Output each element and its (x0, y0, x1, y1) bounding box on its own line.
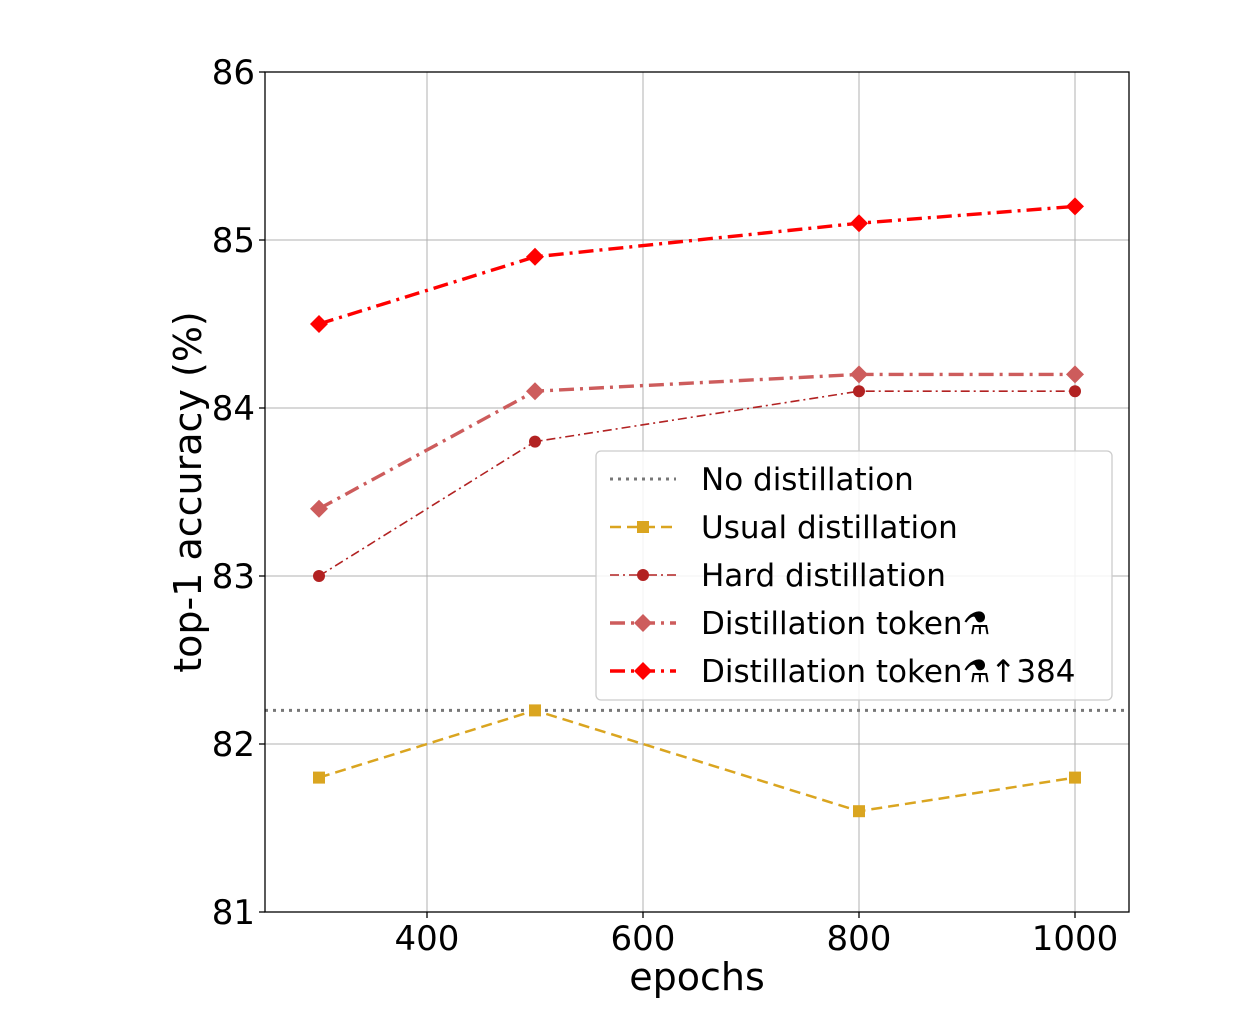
legend-label: Usual distillation (701, 510, 958, 546)
series-1 (313, 704, 1081, 818)
legend-item: Hard distillation (610, 558, 946, 594)
legend-item: Distillation token⚗ (610, 606, 990, 642)
x-tick-label: 400 (395, 919, 460, 959)
data-point (310, 315, 328, 333)
legend-item: Usual distillation (610, 510, 958, 546)
x-axis-title: epochs (629, 955, 765, 999)
axis-ticks: 400 600 800 1000 81 82 83 84 85 86 (212, 53, 1119, 959)
data-point (529, 435, 541, 448)
data-point (1066, 197, 1084, 216)
series-layer (265, 197, 1129, 818)
legend: No distillation Usual distillation Hard di… (595, 450, 1113, 701)
y-tick-label: 85 (212, 221, 255, 261)
legend-swatch-marker (634, 662, 652, 680)
series-3 (310, 365, 1084, 518)
legend-box (595, 450, 1113, 701)
data-point (313, 771, 325, 784)
legend-label: Distillation token⚗ (701, 606, 990, 642)
x-tick-label: 600 (611, 919, 676, 959)
legend-label: No distillation (701, 462, 914, 498)
y-tick-label: 82 (212, 725, 255, 765)
legend-item: No distillation (610, 462, 914, 498)
data-point (526, 382, 544, 401)
series-line (318, 709, 1076, 813)
legend-item: Distillation token⚗↑384 (610, 654, 1075, 690)
y-tick-label: 86 (212, 53, 255, 93)
series-line (318, 390, 1075, 577)
data-point (853, 805, 865, 818)
series-4 (310, 197, 1084, 333)
data-point (529, 704, 541, 717)
series-2 (313, 385, 1081, 582)
data-point (1069, 385, 1081, 398)
plot-frame (264, 71, 1130, 913)
y-tick-label: 84 (212, 389, 255, 429)
data-point (1066, 365, 1084, 384)
data-point (526, 247, 544, 266)
data-point (850, 214, 868, 233)
data-point (853, 385, 865, 398)
y-axis-title: top-1 accuracy (%) (166, 311, 210, 673)
legend-swatch-marker (637, 569, 649, 581)
series-line (318, 204, 1076, 326)
legend-swatch-marker (634, 614, 652, 632)
x-tick-label: 800 (827, 919, 892, 959)
legend-swatch-marker (637, 521, 649, 533)
data-point (313, 570, 325, 582)
legend-label: Distillation token⚗↑384 (701, 654, 1075, 690)
y-tick-label: 83 (212, 557, 255, 597)
data-point (1069, 771, 1081, 784)
data-point (850, 365, 868, 384)
x-tick-label: 1000 (1032, 919, 1119, 959)
y-tick-label: 81 (212, 893, 255, 933)
series-line (318, 372, 1075, 511)
legend-label: Hard distillation (701, 558, 946, 594)
data-point (310, 499, 328, 518)
